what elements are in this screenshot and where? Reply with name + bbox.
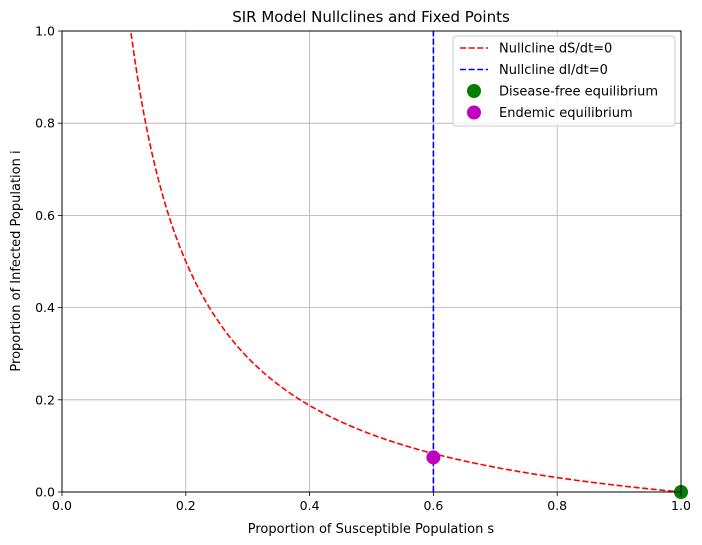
nullcline-ds-dt-curve xyxy=(129,31,681,492)
y-tick-label: 0.8 xyxy=(35,116,55,131)
x-axis-label: Proportion of Susceptible Population s xyxy=(248,522,495,537)
legend-marker xyxy=(467,105,481,120)
legend-marker xyxy=(467,84,481,98)
legend-label: Endemic equilibrium xyxy=(499,106,633,121)
legend-label: Disease-free equilibrium xyxy=(499,85,658,100)
y-tick-label: 0.6 xyxy=(35,208,55,223)
legend-label: Nullcline dI/dt=0 xyxy=(499,63,608,78)
series-layer xyxy=(129,31,681,492)
legend-label: Nullcline dS/dt=0 xyxy=(499,42,612,57)
x-tick-label: 0.8 xyxy=(547,498,567,513)
x-tick-label: 1.0 xyxy=(671,498,691,513)
legend: Nullcline dS/dt=0 Nullcline dI/dt=0 Diseas… xyxy=(452,35,676,127)
x-tick-label: 0.6 xyxy=(423,498,443,513)
plot-frame xyxy=(61,30,682,493)
axis-ticks: 0.0 0.2 0.4 0.6 0.8 1.0 0.0 0.2 0.4 0.6 0.8 1.0 xyxy=(35,24,691,514)
y-tick-label: 1.0 xyxy=(35,24,55,39)
y-tick-label: 0.2 xyxy=(35,392,55,407)
x-tick-label: 0.2 xyxy=(176,498,196,513)
legend-box xyxy=(452,35,676,127)
y-tick-label: 0.0 xyxy=(35,485,55,500)
x-tick-label: 0.0 xyxy=(52,498,72,513)
x-tick-label: 0.4 xyxy=(300,498,320,513)
endemic-equilibrium-point xyxy=(426,450,441,465)
y-tick-label: 0.4 xyxy=(35,300,55,315)
chart-title: SIR Model Nullclines and Fixed Points xyxy=(232,8,510,26)
y-axis-label: Proportion of Infected Population i xyxy=(9,150,24,371)
